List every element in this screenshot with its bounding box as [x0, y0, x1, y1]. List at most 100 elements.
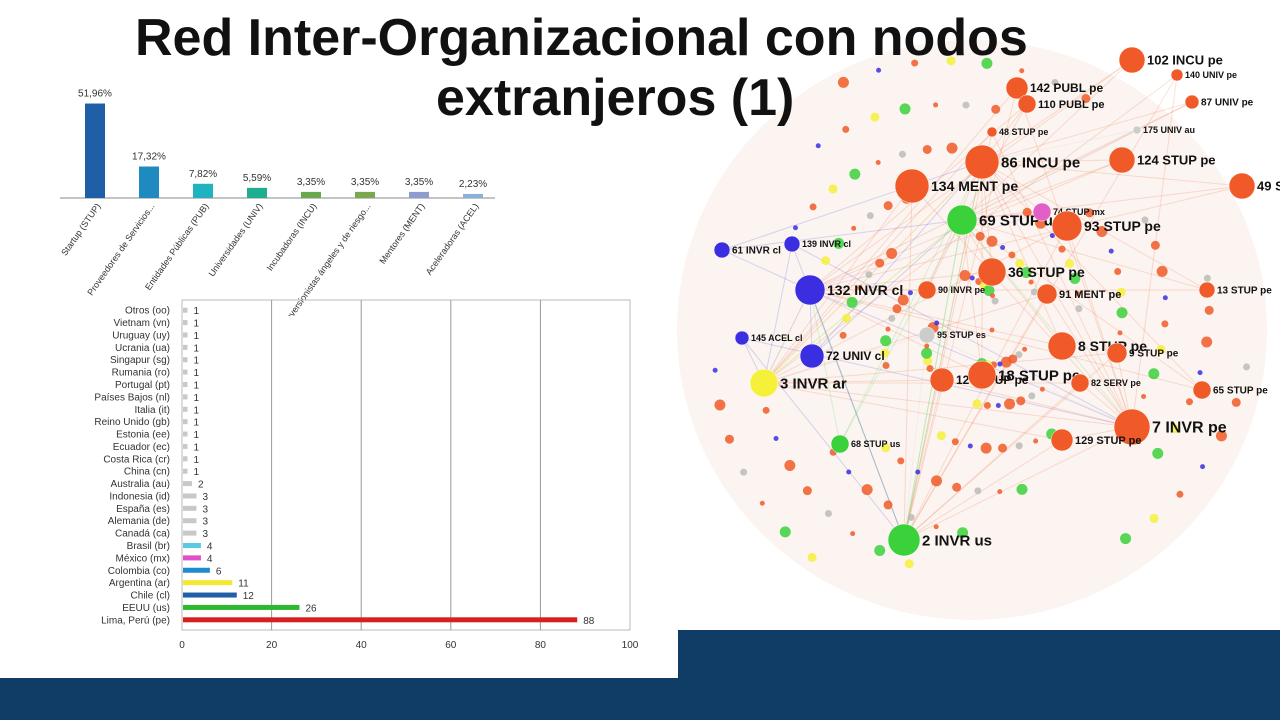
network-node-label: 132 INVR cl [827, 282, 903, 298]
network-node-label: 13 STUP pe [1217, 286, 1272, 297]
network-nodes: 102 INCU pe 142 PUBL pe 110 PUBL pe 140 UNI… [712, 46, 1280, 569]
country-bar-17 [183, 518, 197, 524]
country-bar-3 [183, 344, 188, 350]
country-label: Brasil (br) [127, 541, 170, 552]
country-label: EEUU (us) [122, 603, 170, 614]
network-node [783, 235, 801, 253]
footer-white-strip [0, 630, 678, 678]
bottom-x-tick-label: 60 [445, 640, 457, 651]
country-value-label: 1 [193, 430, 199, 441]
network-node-label: 87 UNIV pe [1201, 98, 1254, 109]
country-label: Portugal (pt) [115, 380, 170, 391]
country-bar-22 [183, 580, 233, 586]
country-bar-10 [183, 431, 188, 437]
top-category-label: Incubadoras (INCU) [265, 201, 319, 272]
country-value-label: 1 [193, 393, 199, 404]
top-category-label: Aceleradoras (ACEL) [424, 201, 481, 276]
country-bar-15 [183, 493, 197, 499]
network-node [1192, 380, 1212, 400]
network-node-label: 74 STUP mx [1053, 207, 1105, 217]
organization-type-chart: 51,96% Startup (STUP) 17,32% Proveedores de… [40, 76, 510, 324]
country-label: Italia (it) [134, 405, 170, 416]
country-bar-18 [183, 530, 197, 536]
country-label: Ucrania (ua) [115, 343, 170, 354]
top-category-label: Universidades (UNIV) [207, 201, 265, 278]
country-label: Lima, Perú (pe) [101, 615, 170, 626]
network-node [1170, 68, 1184, 82]
network-node-label: 68 STUP us [851, 439, 900, 449]
network-node [1070, 373, 1090, 393]
network-node-label: 36 STUP pe [1008, 264, 1085, 280]
top-bar-data-label: 3,35% [351, 177, 379, 188]
country-label: Uruguay (uy) [112, 330, 170, 341]
network-node [929, 367, 955, 393]
network-node-label: 140 UNIV pe [1185, 70, 1237, 80]
country-bar-16 [183, 505, 197, 511]
country-value-label: 12 [243, 591, 255, 602]
country-value-label: 4 [207, 542, 213, 553]
network-node-label: 86 INCU pe [1001, 154, 1080, 171]
network-node [1132, 125, 1142, 135]
network-node [1051, 210, 1083, 242]
network-node-label: 110 PUBL pe [1038, 99, 1104, 111]
country-label: Rumania (ro) [112, 368, 170, 379]
top-bar-1 [139, 166, 159, 198]
top-bar-data-label: 17,32% [132, 152, 166, 163]
country-label: China (cn) [124, 467, 170, 478]
country-bar-6 [183, 382, 188, 387]
country-label: Vietnam (vn) [113, 318, 170, 329]
top-bar-2 [193, 183, 213, 198]
network-node [799, 343, 825, 369]
country-value-label: 6 [216, 566, 222, 577]
country-label: Singapur (sg) [110, 355, 170, 366]
country-value-label: 1 [193, 331, 199, 342]
country-label: Argentina (ar) [109, 578, 170, 589]
country-bar-2 [183, 332, 188, 338]
network-node-label: 145 ACEL cl [751, 333, 803, 343]
network-node-label: 65 STUP pe [1213, 386, 1268, 397]
top-bar-0 [85, 103, 105, 198]
network-node-label: 129 STUP pe [1075, 435, 1141, 447]
country-bar-9 [183, 419, 188, 425]
country-bar-4 [183, 357, 188, 363]
network-node [1005, 76, 1029, 100]
country-label: Estonia (ee) [116, 430, 170, 441]
network-node [1032, 202, 1052, 222]
bottom-x-tick-label: 80 [535, 640, 547, 651]
country-label: Indonesia (id) [109, 491, 170, 502]
network-node [1106, 342, 1128, 364]
network-node [917, 280, 937, 300]
top-category-label: Entidades Públicas (PUB) [143, 201, 211, 292]
network-node [1184, 94, 1200, 110]
country-chart: 0 20 40 60 80 100 Otros (oo) 1 Vietnam (vn) 1 Urug… [60, 290, 660, 660]
network-node [1050, 428, 1074, 452]
country-bar-21 [183, 567, 210, 573]
country-value-label: 3 [202, 517, 208, 528]
country-value-label: 88 [583, 616, 595, 627]
country-bar-7 [183, 394, 188, 400]
network-node [749, 368, 779, 398]
network-node-label: 48 STUP pe [999, 127, 1048, 137]
network-node [794, 274, 826, 306]
network-node [830, 434, 850, 454]
network-node [713, 241, 731, 259]
bottom-x-tick-label: 40 [356, 640, 368, 651]
network-node [734, 330, 750, 346]
country-label: México (mx) [116, 553, 170, 564]
bottom-plot-frame [181, 299, 631, 631]
country-value-label: 1 [193, 343, 199, 354]
network-node-label: 49 SERV pe [1257, 179, 1280, 194]
country-bar-14 [183, 481, 192, 487]
network-node-label: 90 INVR pe [938, 285, 985, 295]
country-bar-24 [183, 604, 300, 610]
top-category-label: Mentores (MENT) [377, 201, 426, 265]
network-node [964, 144, 1000, 180]
top-bar-data-label: 7,82% [189, 169, 217, 180]
network-node [894, 168, 930, 204]
network-node-label: 175 UNIV au [1143, 125, 1195, 135]
network-node [986, 126, 998, 138]
country-label: Costa Rica (cr) [103, 454, 170, 465]
country-bar-23 [183, 592, 237, 598]
country-value-label: 1 [193, 467, 199, 478]
network-node-label: 124 STUP pe [1137, 153, 1216, 168]
